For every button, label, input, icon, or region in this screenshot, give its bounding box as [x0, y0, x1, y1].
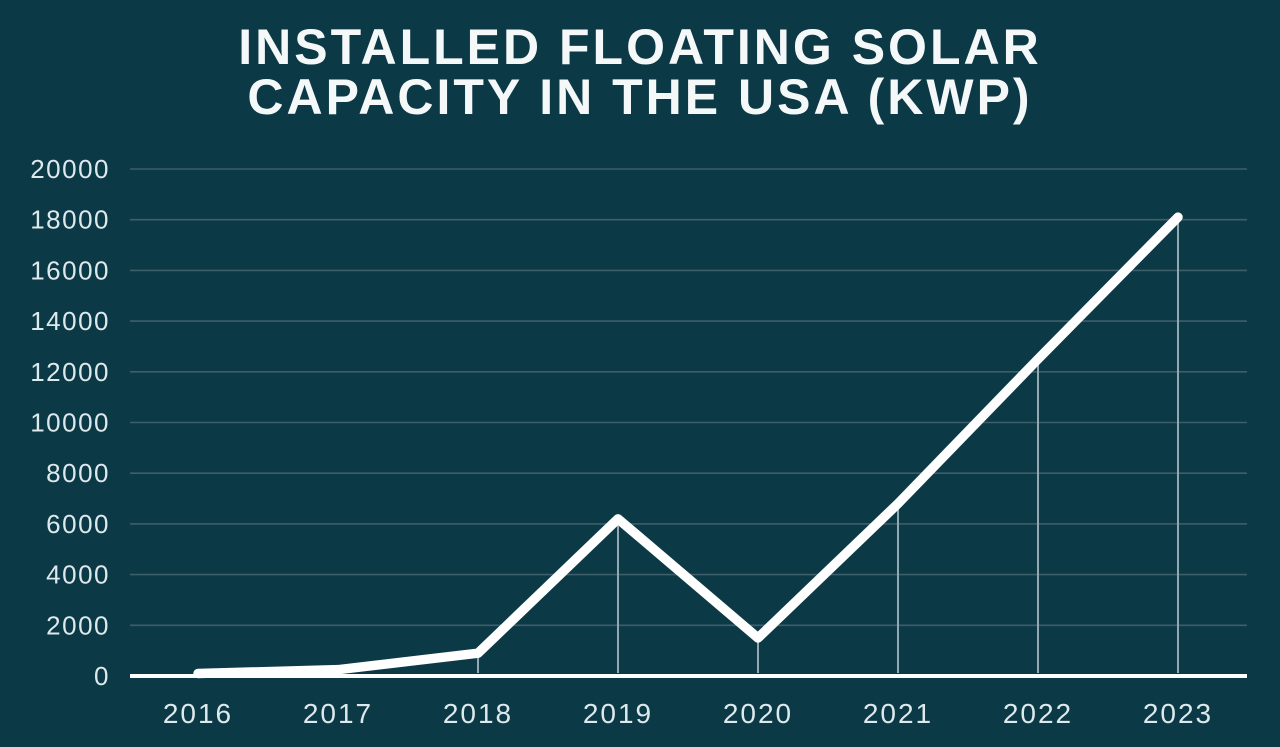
- y-tick-label: 2000: [46, 610, 110, 640]
- x-tick-label: 2017: [303, 698, 373, 729]
- y-tick-label: 12000: [30, 357, 110, 387]
- y-tick-label: 8000: [46, 458, 110, 488]
- chart-title: INSTALLED FLOATING SOLAR CAPACITY IN THE…: [0, 22, 1280, 122]
- x-tick-label: 2021: [863, 698, 933, 729]
- x-tick-label: 2016: [163, 698, 233, 729]
- y-tick-label: 4000: [46, 560, 110, 590]
- x-tick-label: 2019: [583, 698, 653, 729]
- x-tick-label: 2023: [1143, 698, 1213, 729]
- y-tick-label: 6000: [46, 509, 110, 539]
- x-tick-label: 2022: [1003, 698, 1073, 729]
- y-tick-label: 20000: [30, 154, 110, 184]
- chart-title-line-1: INSTALLED FLOATING SOLAR: [238, 19, 1042, 75]
- capacity-trend-line: [193, 212, 1183, 679]
- y-tick-label: 14000: [30, 306, 110, 336]
- y-tick-label: 10000: [30, 408, 110, 438]
- y-tick-label: 18000: [30, 205, 110, 235]
- x-tick-label: 2020: [723, 698, 793, 729]
- x-tick-label: 2018: [443, 698, 513, 729]
- y-tick-label: 16000: [30, 255, 110, 285]
- y-tick-label: 0: [94, 661, 110, 691]
- chart-title-line-2: CAPACITY IN THE USA (KWP): [247, 69, 1033, 125]
